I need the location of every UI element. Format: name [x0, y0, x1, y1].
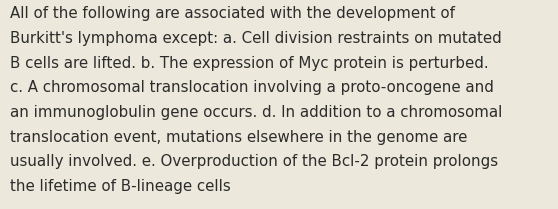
Text: an immunoglobulin gene occurs. d. In addition to a chromosomal: an immunoglobulin gene occurs. d. In add… — [10, 105, 502, 120]
Text: Burkitt's lymphoma except: a. Cell division restraints on mutated: Burkitt's lymphoma except: a. Cell divis… — [10, 31, 502, 46]
Text: usually involved. e. Overproduction of the Bcl-2 protein prolongs: usually involved. e. Overproduction of t… — [10, 154, 498, 169]
Text: translocation event, mutations elsewhere in the genome are: translocation event, mutations elsewhere… — [10, 130, 468, 145]
Text: c. A chromosomal translocation involving a proto-oncogene and: c. A chromosomal translocation involving… — [10, 80, 494, 95]
Text: the lifetime of B-lineage cells: the lifetime of B-lineage cells — [10, 179, 231, 194]
Text: B cells are lifted. b. The expression of Myc protein is perturbed.: B cells are lifted. b. The expression of… — [10, 56, 489, 71]
Text: All of the following are associated with the development of: All of the following are associated with… — [10, 6, 455, 21]
